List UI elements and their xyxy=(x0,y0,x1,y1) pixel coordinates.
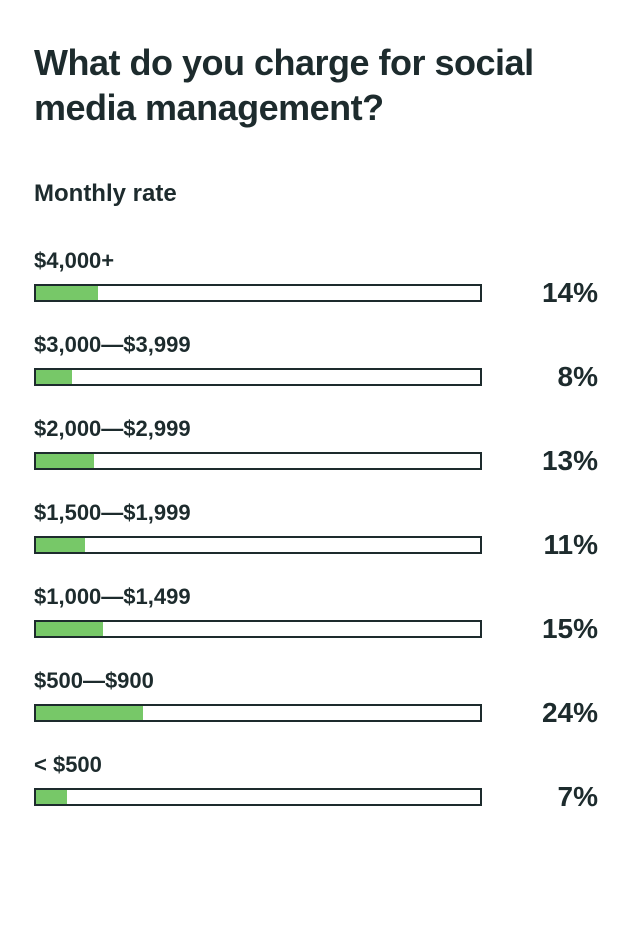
percent-label: 7% xyxy=(482,783,598,811)
bar-row-left: $1,000—$1,499 xyxy=(34,584,482,638)
percent-label: 15% xyxy=(482,615,598,643)
range-label: $1,000—$1,499 xyxy=(34,584,482,610)
range-label: $4,000+ xyxy=(34,248,482,274)
bar-row: $2,000—$2,99913% xyxy=(34,416,598,470)
bar-row: $3,000—$3,9998% xyxy=(34,332,598,386)
range-label: $500—$900 xyxy=(34,668,482,694)
bar-row-left: $1,500—$1,999 xyxy=(34,500,482,554)
bar-fill xyxy=(36,370,72,384)
bar-track xyxy=(34,452,482,470)
bar-fill xyxy=(36,790,67,804)
bar-track xyxy=(34,536,482,554)
bar-row-left: $3,000—$3,999 xyxy=(34,332,482,386)
page-title: What do you charge for social media mana… xyxy=(34,40,598,130)
percent-label: 11% xyxy=(482,531,598,559)
bar-row: < $5007% xyxy=(34,752,598,806)
bar-row: $4,000+14% xyxy=(34,248,598,302)
bar-fill xyxy=(36,538,85,552)
range-label: $3,000—$3,999 xyxy=(34,332,482,358)
bar-track xyxy=(34,368,482,386)
bar-row-left: $2,000—$2,999 xyxy=(34,416,482,470)
bar-row-left: $4,000+ xyxy=(34,248,482,302)
bar-row: $1,500—$1,99911% xyxy=(34,500,598,554)
bar-track xyxy=(34,284,482,302)
bar-fill xyxy=(36,454,94,468)
bar-track xyxy=(34,620,482,638)
bar-row: $1,000—$1,49915% xyxy=(34,584,598,638)
bar-chart-rows: $4,000+14%$3,000—$3,9998%$2,000—$2,99913… xyxy=(34,248,598,806)
page-subtitle: Monthly rate xyxy=(34,180,598,208)
bar-fill xyxy=(36,706,143,720)
bar-track xyxy=(34,704,482,722)
range-label: $1,500—$1,999 xyxy=(34,500,482,526)
bar-fill xyxy=(36,622,103,636)
percent-label: 13% xyxy=(482,447,598,475)
percent-label: 8% xyxy=(482,363,598,391)
range-label: < $500 xyxy=(34,752,482,778)
percent-label: 24% xyxy=(482,699,598,727)
bar-row: $500—$90024% xyxy=(34,668,598,722)
bar-track xyxy=(34,788,482,806)
bar-fill xyxy=(36,286,98,300)
range-label: $2,000—$2,999 xyxy=(34,416,482,442)
bar-row-left: $500—$900 xyxy=(34,668,482,722)
percent-label: 14% xyxy=(482,279,598,307)
chart-page: What do you charge for social media mana… xyxy=(0,0,632,936)
bar-row-left: < $500 xyxy=(34,752,482,806)
